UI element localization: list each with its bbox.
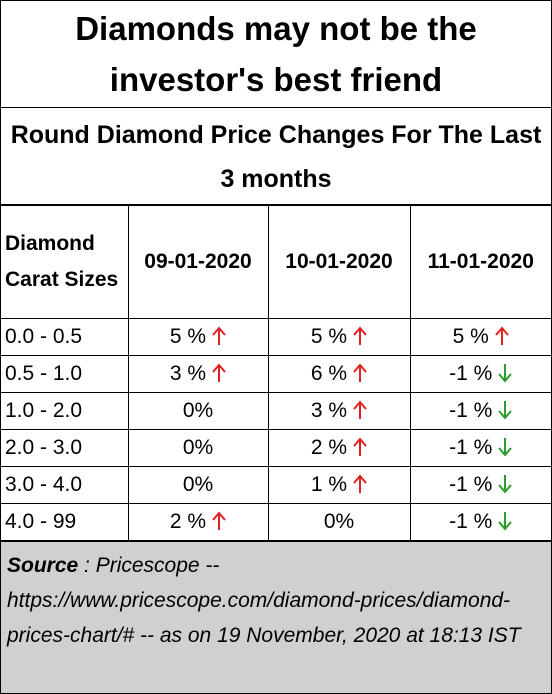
cell-text: 2 % (169, 510, 207, 533)
column-header: 10-01-2020 (267, 205, 411, 319)
subtitle: Round Diamond Price Changes For The Last… (1, 108, 551, 205)
cell-text: 6 % (310, 362, 348, 385)
cell: 6 % (267, 355, 411, 393)
cell-text: 3.0 - 4.0 (5, 473, 83, 496)
arrow-down (498, 363, 513, 382)
cell: -1 % (409, 355, 551, 393)
cell: -1 % (409, 392, 551, 430)
cell: 0% (267, 503, 411, 541)
arrow-up (353, 327, 368, 346)
row: 0.0 - 0.5 5 % 5 % 5 % (1, 318, 551, 356)
cell: 0.5 - 1.0 (1, 355, 129, 393)
cell: 3.0 - 4.0 (1, 466, 129, 504)
cell: 2.0 - 3.0 (1, 429, 129, 467)
arrow-up (353, 364, 368, 383)
cell-text: 2 % (310, 436, 348, 459)
arrow-up (212, 512, 227, 531)
arrow-up (353, 475, 368, 494)
arrow-down (498, 511, 513, 530)
cell: -1 % (409, 466, 551, 504)
cell: 0% (127, 466, 269, 504)
cell-text: 1 % (310, 473, 348, 496)
arrow-up (494, 327, 509, 346)
header-row: Diamond Carat Sizes 09-01-2020 10-01-202… (1, 205, 551, 319)
cell-text: 0% (323, 510, 355, 533)
column-header: Diamond Carat Sizes (1, 205, 129, 319)
cell-text: -1 % (449, 473, 493, 496)
price-table: Diamond Carat Sizes 09-01-2020 10-01-202… (1, 205, 551, 541)
cell: 3 % (267, 392, 411, 430)
cell-text: 0% (182, 473, 214, 496)
cell-text: 3 % (310, 399, 348, 422)
cell-text: 5 % (310, 325, 348, 348)
cell-text: 0% (182, 436, 214, 459)
arrow-up (353, 438, 368, 457)
source-text: : Pricescope -- https://www.pricescope.c… (7, 554, 521, 647)
cell: 0% (127, 429, 269, 467)
cell: 2 % (267, 429, 411, 467)
cell-text: 1.0 - 2.0 (5, 399, 83, 422)
cell-text: 5 % (169, 325, 207, 348)
cell-text: 4.0 - 99 (5, 510, 77, 533)
cell-text: -1 % (449, 436, 493, 459)
cell-text: -1 % (449, 362, 493, 385)
cell: 0.0 - 0.5 (1, 318, 129, 356)
arrow-down (498, 437, 513, 456)
row: 4.0 - 99 2 % 0% -1 % (1, 503, 551, 541)
cell-text: -1 % (449, 510, 493, 533)
cell-text: -1 % (449, 399, 493, 422)
source-note: Source : Pricescope -- https://www.price… (1, 541, 551, 693)
arrow-up (212, 327, 227, 346)
cell: 3 % (127, 355, 269, 393)
row: 2.0 - 3.0 0% 2 % -1 % (1, 429, 551, 467)
cell: -1 % (409, 429, 551, 467)
column-header: 11-01-2020 (409, 205, 551, 319)
arrow-down (498, 474, 513, 493)
cell-text: 3 % (169, 362, 207, 385)
title: Diamonds may not be the investor's best … (1, 1, 551, 108)
cell: 4.0 - 99 (1, 503, 129, 541)
cell: 0% (127, 392, 269, 430)
cell-text: 0% (182, 399, 214, 422)
row: 0.5 - 1.0 3 % 6 % -1 % (1, 355, 551, 393)
arrow-up (353, 401, 368, 420)
row: 1.0 - 2.0 0% 3 % -1 % (1, 392, 551, 430)
cell: 5 % (127, 318, 269, 356)
source-label: Source (7, 554, 79, 577)
cell: -1 % (409, 503, 551, 541)
cell: 1.0 - 2.0 (1, 392, 129, 430)
cell-text: 2.0 - 3.0 (5, 436, 83, 459)
cell: 2 % (127, 503, 269, 541)
arrow-down (498, 400, 513, 419)
cell-text: 5 % (452, 325, 489, 348)
cell: 1 % (267, 466, 411, 504)
row: 3.0 - 4.0 0% 1 % -1 % (1, 466, 551, 504)
cell: 5 % (267, 318, 411, 356)
cell: 5 % (409, 318, 551, 356)
arrow-up (212, 364, 227, 383)
cell-text: 0.0 - 0.5 (5, 325, 83, 348)
column-header: 09-01-2020 (127, 205, 269, 319)
cell-text: 0.5 - 1.0 (5, 362, 83, 385)
